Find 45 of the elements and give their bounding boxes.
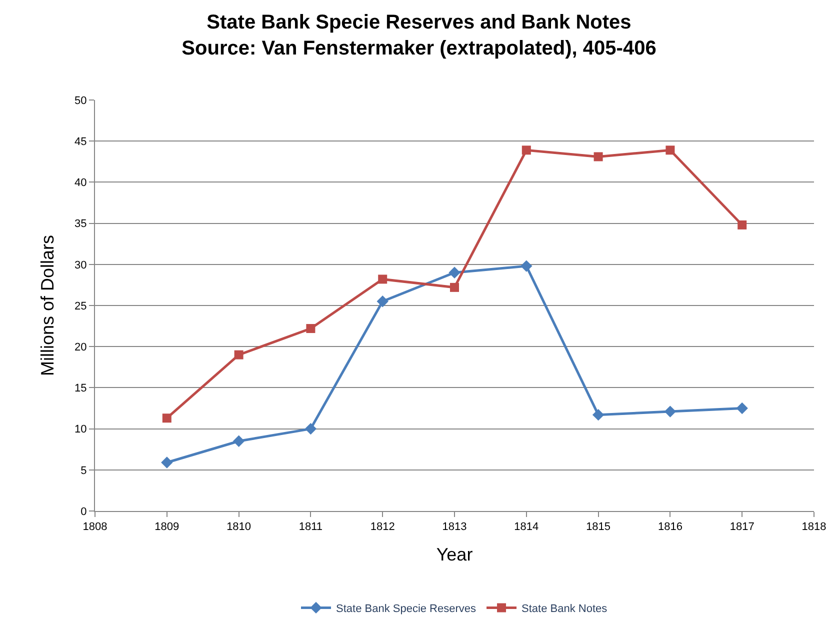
- x-tick-label: 1816: [658, 521, 682, 534]
- point: [162, 414, 172, 423]
- point: [306, 324, 316, 334]
- legend-label: State Bank Specie Reserves: [336, 602, 477, 615]
- y-tick-label: 40: [74, 177, 87, 190]
- point: [234, 350, 244, 360]
- x-tick-label: 1814: [514, 521, 539, 534]
- legend-label: State Bank Notes: [522, 602, 608, 615]
- y-tick-label: 30: [74, 259, 87, 272]
- point: [664, 406, 676, 418]
- point: [738, 220, 747, 230]
- point: [232, 435, 245, 447]
- point: [594, 152, 603, 162]
- y-tick-label: 15: [74, 382, 87, 395]
- y-tick-label: 25: [74, 300, 87, 312]
- point: [161, 456, 173, 468]
- y-tick-label: 0: [80, 506, 87, 518]
- y-tick-label: 5: [80, 464, 87, 477]
- point: [376, 296, 388, 308]
- x-tick-label: 1808: [82, 521, 108, 534]
- x-tick-label: 1815: [586, 521, 611, 534]
- point: [448, 266, 460, 278]
- chart-title: State Bank Specie Reserves and Bank Notes Source: Van Fenstermaker (extrapolated), 405-406: [182, 12, 656, 60]
- point: [522, 146, 531, 155]
- x-tick-label: 1811: [298, 521, 323, 534]
- x-tick-label: 1810: [226, 521, 252, 534]
- point: [304, 422, 317, 435]
- y-tick-label: 10: [74, 424, 87, 436]
- x-tick-label: 1812: [370, 521, 395, 534]
- point: [450, 282, 459, 292]
- y-tick-label: 50: [74, 94, 87, 107]
- x-tick-label: 1809: [154, 521, 180, 534]
- y-axis-title: Millions of Dollars: [38, 234, 58, 376]
- y-tick-label: 45: [74, 136, 87, 148]
- point: [592, 408, 604, 421]
- y-tick-label: 20: [74, 341, 87, 354]
- point: [666, 146, 675, 155]
- x-axis-title: Year: [436, 544, 473, 564]
- x-tick-label: 1818: [802, 521, 826, 534]
- point: [736, 402, 748, 414]
- y-tick-label: 35: [74, 218, 87, 230]
- point: [520, 260, 532, 272]
- point: [378, 274, 388, 284]
- x-tick-label: 1817: [730, 521, 754, 534]
- x-tick-label: 1813: [442, 521, 467, 534]
